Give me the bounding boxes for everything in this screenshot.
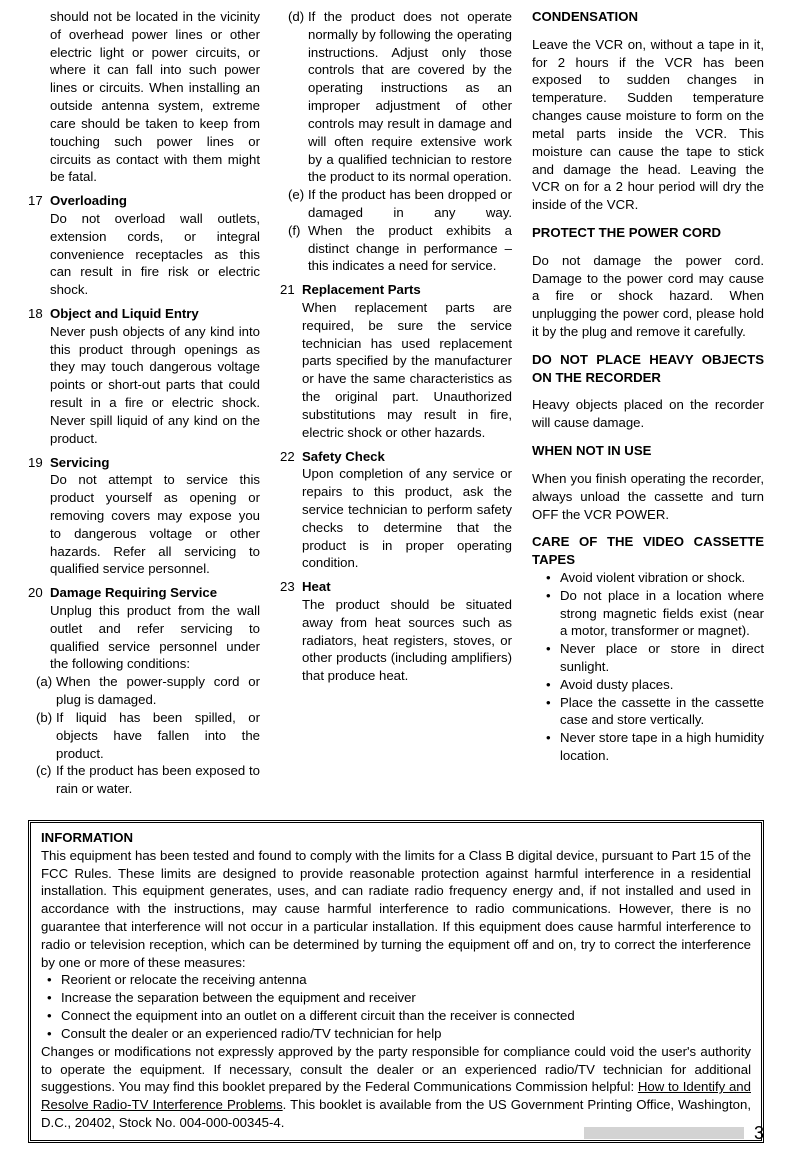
column-1: should not be located in the vicinity of… [28,8,260,798]
sub-text: If liquid has been spilled, or objects h… [56,709,260,762]
not-in-use-title: WHEN NOT IN USE [532,442,764,460]
sub-text: When the power-supply cord or plug is da… [56,673,260,709]
sub-letter: (d) [288,8,308,186]
sub-letter: (e) [288,186,308,222]
page-number: 3 [754,1121,764,1145]
bullet-icon: • [546,640,560,676]
item-number: 18 [28,305,50,323]
item-title: Replacement Parts [302,282,421,297]
item-title: Heat [302,579,331,594]
bullet-icon: • [546,694,560,730]
care-tapes-list: •Avoid violent vibration or shock. •Do n… [532,569,764,765]
item-body: Do not attempt to service this product y… [28,471,260,578]
heavy-objects-title: DO NOT PLACE HEAVY OBJECTS ON THE RECORD… [532,351,764,387]
column-3: CONDENSATION Leave the VCR on, without a… [532,8,764,798]
item-title: Servicing [50,455,109,470]
item-19: 19Servicing Do not attempt to service th… [28,454,260,579]
info-bullet: Increase the separation between the equi… [61,989,751,1007]
three-column-layout: should not be located in the vicinity of… [28,8,764,798]
item-body: Unplug this product from the wall outlet… [28,602,260,673]
item-number: 23 [280,578,302,596]
item-20-sublist: (a)When the power-supply cord or plug is… [28,673,260,798]
info-paragraph-2: Changes or modifications not expressly a… [41,1043,751,1132]
sub-letter: (b) [36,709,56,762]
item-body: The product should be situated away from… [280,596,512,685]
power-cord-body: Do not damage the power cord. Damage to … [532,252,764,341]
page-content: should not be located in the vicinity of… [0,0,792,1143]
item-21: 21Replacement Parts When replacement par… [280,281,512,441]
item-body: Do not overload wall outlets, extension … [28,210,260,299]
information-box: INFORMATION This equipment has been test… [28,820,764,1143]
item-18: 18Object and Liquid Entry Never push obj… [28,305,260,448]
care-item: Avoid violent vibration or shock. [560,569,764,587]
care-item: Never place or store in direct sunlight. [560,640,764,676]
bullet-icon: • [546,729,560,765]
sub-letter: (f) [288,222,308,275]
item-23: 23Heat The product should be situated aw… [280,578,512,685]
info-paragraph-1: This equipment has been tested and found… [41,847,751,972]
item-title: Overloading [50,193,127,208]
item-body: When replacement parts are required, be … [280,299,512,442]
item-number: 22 [280,448,302,466]
item-number: 21 [280,281,302,299]
power-cord-title: PROTECT THE POWER CORD [532,224,764,242]
page-footer: 3 [584,1121,764,1145]
bullet-icon: • [546,587,560,640]
item-title: Safety Check [302,449,385,464]
column-2: (d)If the product does not operate norma… [280,8,512,798]
item-number: 17 [28,192,50,210]
info-bullet-list: •Reorient or relocate the receiving ante… [41,971,751,1042]
sub-letter: (c) [36,762,56,798]
info-bullet: Consult the dealer or an experienced rad… [61,1025,751,1043]
bullet-icon: • [47,1007,61,1025]
condensation-body: Leave the VCR on, without a tape in it, … [532,36,764,214]
bullet-icon: • [546,569,560,587]
item-17: 17Overloading Do not overload wall outle… [28,192,260,299]
sub-letter: (a) [36,673,56,709]
care-tapes-title: CARE OF THE VIDEO CASSETTE TAPES [532,533,764,569]
info-title: INFORMATION [41,829,751,847]
heavy-objects-body: Heavy objects placed on the recorder wil… [532,396,764,432]
item-title: Object and Liquid Entry [50,306,199,321]
intro-paragraph: should not be located in the vicinity of… [28,8,260,186]
item-22: 22Safety Check Upon completion of any se… [280,448,512,573]
condensation-title: CONDENSATION [532,8,764,26]
item-number: 19 [28,454,50,472]
not-in-use-body: When you finish operating the recorder, … [532,470,764,523]
item-20-sublist-cont: (d)If the product does not operate norma… [280,8,512,275]
sub-text: If the product has been exposed to rain … [56,762,260,798]
item-body: Never push objects of any kind into this… [28,323,260,448]
info-bullet: Reorient or relocate the receiving anten… [61,971,751,989]
item-body: Upon completion of any service or repair… [280,465,512,572]
care-item: Place the cassette in the cassette case … [560,694,764,730]
sub-text: If the product does not operate normally… [308,8,512,186]
care-item: Avoid dusty places. [560,676,764,694]
info-bullet: Connect the equipment into an outlet on … [61,1007,751,1025]
care-item: Never store tape in a high humidity loca… [560,729,764,765]
sub-text: If the product has been dropped or damag… [308,186,512,222]
care-item: Do not place in a location where strong … [560,587,764,640]
bullet-icon: • [47,989,61,1007]
sub-text: When the product exhibits a distinct cha… [308,222,512,275]
item-20: 20Damage Requiring Service Unplug this p… [28,584,260,798]
footer-bar [584,1127,744,1139]
bullet-icon: • [47,1025,61,1043]
bullet-icon: • [47,971,61,989]
item-title: Damage Requiring Service [50,585,217,600]
item-number: 20 [28,584,50,602]
bullet-icon: • [546,676,560,694]
